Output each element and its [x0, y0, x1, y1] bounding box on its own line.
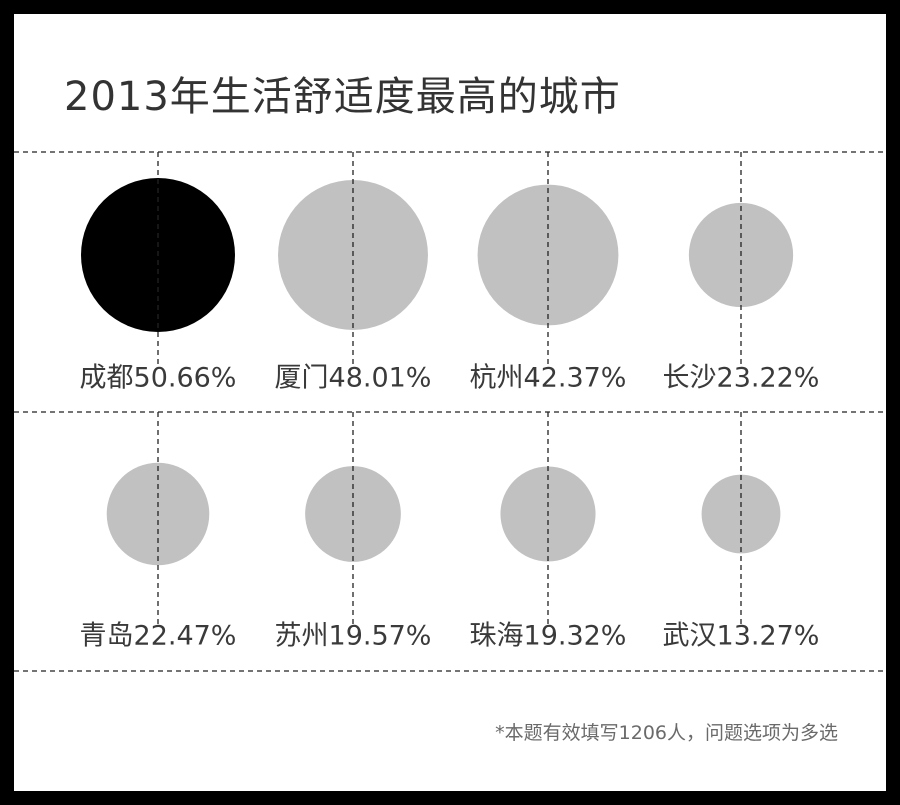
- page-title: 2013年生活舒适度最高的城市: [64, 74, 621, 120]
- city-label-1: 成都50.66%: [80, 363, 237, 394]
- city-label-3: 杭州42.37%: [470, 363, 627, 394]
- city-label-6: 苏州19.57%: [275, 621, 432, 652]
- bubble-chart: 成都50.66% 厦门48.01% 杭州42.37% 长沙23.22% 青岛22.47%…: [14, 151, 886, 672]
- city-label-5: 青岛22.47%: [80, 621, 237, 652]
- chart-frame: 2013年生活舒适度最高的城市 成都50.66% 厦门48.01% 杭州42.37%…: [14, 14, 886, 791]
- footnote: *本题有效填写1206人，问题选项为多选: [495, 722, 838, 744]
- city-label-8: 武汉13.27%: [663, 621, 820, 652]
- city-label-7: 珠海19.32%: [470, 621, 627, 652]
- city-label-2: 厦门48.01%: [275, 363, 432, 394]
- city-label-4: 长沙23.22%: [663, 363, 820, 394]
